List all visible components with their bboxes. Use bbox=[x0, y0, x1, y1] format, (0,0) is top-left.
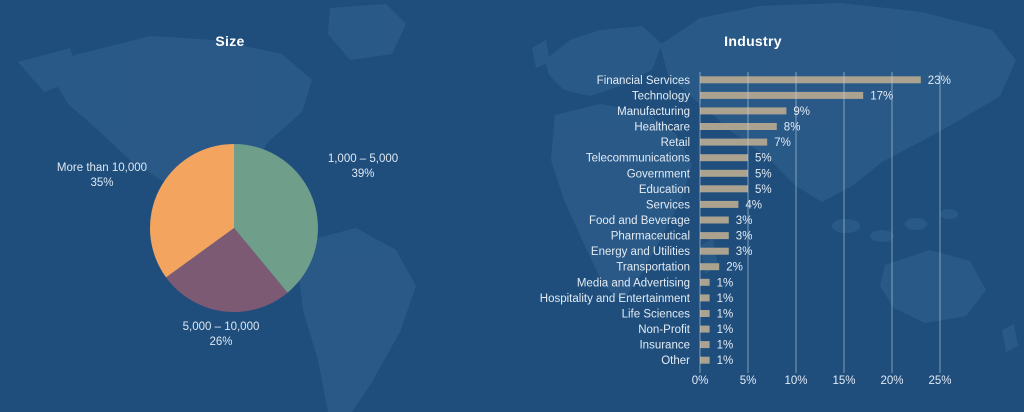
bar-category-label-1: Technology bbox=[632, 90, 690, 102]
bar-15 bbox=[700, 310, 710, 317]
bar-value-label-17: 1% bbox=[717, 340, 734, 352]
map-landmass bbox=[958, 84, 980, 112]
bar-category-label-17: Insurance bbox=[639, 340, 690, 352]
pie-slice-2 bbox=[150, 144, 234, 278]
bar-4 bbox=[700, 138, 768, 146]
bar-11 bbox=[700, 247, 729, 255]
pie-label-percent: 26% bbox=[209, 336, 233, 348]
bar-value-label-8: 4% bbox=[745, 199, 762, 211]
pie-slice-0 bbox=[234, 144, 318, 293]
x-tick-label-20%: 20% bbox=[880, 375, 903, 387]
bar-8 bbox=[700, 200, 739, 208]
map-landmass bbox=[551, 104, 692, 302]
bar-category-label-7: Education bbox=[639, 184, 690, 196]
bar-5 bbox=[700, 154, 748, 162]
bar-category-label-4: Retail bbox=[661, 137, 690, 149]
bar-value-label-0: 23% bbox=[928, 75, 951, 87]
pie-label-percent: 39% bbox=[351, 168, 375, 180]
bar-value-label-13: 1% bbox=[717, 277, 734, 289]
map-landmass bbox=[880, 250, 986, 323]
bar-value-label-15: 1% bbox=[717, 309, 734, 321]
pie-label-text: 5,000 – 10,000 bbox=[182, 321, 260, 333]
pie-label-1000-5000: 1,000 – 5,000 39% bbox=[293, 152, 433, 182]
bar-13 bbox=[700, 278, 710, 286]
bar-category-label-13: Media and Advertising bbox=[577, 277, 690, 289]
bar-value-label-5: 5% bbox=[755, 153, 772, 165]
pie-label-text: More than 10,000 bbox=[56, 162, 148, 174]
bar-category-label-11: Energy and Utilities bbox=[591, 246, 690, 258]
pie-label-more-than-10000: More than 10,000 35% bbox=[22, 161, 182, 191]
bar-category-label-18: Other bbox=[661, 355, 690, 367]
map-landmass bbox=[905, 218, 927, 230]
map-landmass bbox=[545, 26, 662, 96]
bar-2 bbox=[700, 107, 787, 115]
bar-value-label-16: 1% bbox=[717, 324, 734, 336]
bar-3 bbox=[700, 123, 777, 130]
pie-label-5000-10000: 5,000 – 10,000 26% bbox=[151, 320, 291, 350]
bar-value-label-12: 2% bbox=[726, 262, 743, 274]
bar-value-label-6: 5% bbox=[755, 168, 772, 180]
bar-6 bbox=[700, 169, 748, 177]
x-tick-label-5%: 5% bbox=[740, 375, 757, 387]
x-tick-label-15%: 15% bbox=[832, 375, 855, 387]
bar-category-label-10: Pharmaceutical bbox=[611, 231, 690, 243]
map-landmass bbox=[870, 230, 894, 242]
x-tick-label-0%: 0% bbox=[692, 375, 709, 387]
industry-bar-chart: Financial Services 23% Technology 17% Manufa… bbox=[540, 72, 952, 387]
bar-7 bbox=[700, 185, 748, 193]
bar-1 bbox=[700, 91, 864, 99]
bar-value-label-2: 9% bbox=[793, 106, 810, 118]
bar-12 bbox=[700, 263, 720, 271]
map-landmass bbox=[54, 36, 312, 250]
bar-0 bbox=[700, 76, 921, 84]
map-landmass bbox=[1002, 324, 1018, 352]
bar-9 bbox=[700, 216, 729, 224]
bar-category-label-2: Manufacturing bbox=[617, 106, 690, 118]
bar-value-label-7: 5% bbox=[755, 184, 772, 196]
bar-18 bbox=[700, 356, 710, 364]
bar-value-label-11: 3% bbox=[736, 246, 753, 258]
bar-category-label-8: Services bbox=[646, 199, 690, 211]
bar-category-label-0: Financial Services bbox=[597, 75, 691, 87]
bar-value-label-10: 3% bbox=[736, 231, 753, 243]
bar-category-label-12: Transportation bbox=[616, 262, 690, 274]
pie-label-percent: 35% bbox=[90, 177, 114, 189]
bar-value-label-9: 3% bbox=[736, 215, 753, 227]
bar-chart-title: Industry bbox=[724, 33, 782, 49]
map-landmass bbox=[298, 228, 416, 412]
pie-chart-title: Size bbox=[215, 33, 245, 49]
bar-category-label-14: Hospitality and Entertainment bbox=[540, 293, 691, 305]
bar-14 bbox=[700, 294, 710, 302]
bar-value-label-4: 7% bbox=[774, 137, 791, 149]
bar-category-label-6: Government bbox=[627, 168, 691, 180]
bar-category-label-16: Non-Profit bbox=[638, 324, 691, 336]
bar-16 bbox=[700, 325, 710, 333]
bar-value-label-14: 1% bbox=[717, 293, 734, 305]
map-landmass bbox=[660, 3, 1016, 202]
map-landmass bbox=[832, 219, 860, 233]
x-tick-label-10%: 10% bbox=[784, 375, 807, 387]
x-tick-label-25%: 25% bbox=[928, 375, 951, 387]
size-pie-chart bbox=[150, 144, 318, 312]
bar-17 bbox=[700, 341, 710, 349]
pie-slice-1 bbox=[166, 228, 288, 312]
bar-category-label-5: Telecommunications bbox=[586, 153, 690, 165]
bar-value-label-18: 1% bbox=[717, 355, 734, 367]
map-landmass bbox=[328, 4, 406, 60]
bar-category-label-15: Life Sciences bbox=[622, 309, 691, 321]
bar-category-label-9: Food and Beverage bbox=[589, 215, 690, 227]
pie-label-text: 1,000 – 5,000 bbox=[327, 153, 399, 165]
bar-category-label-3: Healthcare bbox=[634, 122, 690, 134]
bar-value-label-1: 17% bbox=[870, 90, 893, 102]
bar-value-label-3: 8% bbox=[784, 122, 801, 134]
map-landmass bbox=[940, 209, 958, 219]
bar-10 bbox=[700, 232, 729, 240]
